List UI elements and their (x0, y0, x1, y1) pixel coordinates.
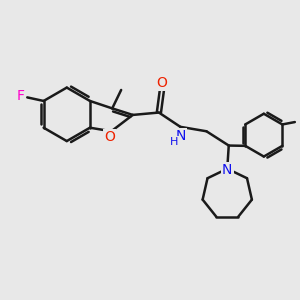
Text: O: O (156, 76, 167, 90)
Text: N: N (176, 129, 186, 143)
Text: O: O (104, 130, 115, 144)
Text: H: H (170, 137, 178, 147)
Text: N: N (222, 163, 232, 177)
Text: F: F (17, 89, 25, 103)
